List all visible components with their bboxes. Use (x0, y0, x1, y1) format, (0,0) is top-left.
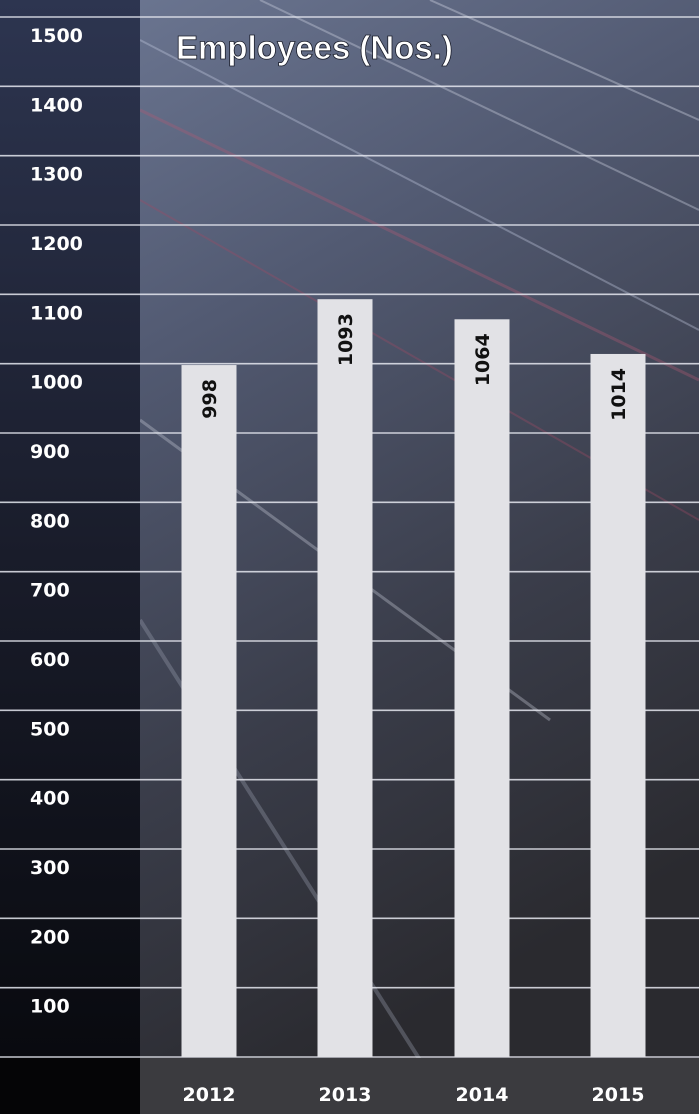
y-tick-label: 600 (30, 649, 70, 671)
bar-2012 (181, 365, 237, 1057)
y-tick-label: 300 (30, 857, 70, 879)
y-tick-label: 400 (30, 788, 70, 810)
x-tick-label: 2014 (456, 1084, 509, 1106)
y-tick-label: 1100 (30, 302, 83, 324)
value-labels: 998 1093 1064 1014 (199, 313, 630, 421)
bar-2014 (454, 319, 510, 1057)
y-tick-label: 900 (30, 441, 70, 463)
bar-2013 (317, 299, 373, 1058)
value-label-2013: 1093 (335, 313, 357, 366)
y-tick-label: 1400 (30, 94, 83, 116)
y-tick-label: 200 (30, 926, 70, 948)
y-tick-label: 1000 (30, 372, 83, 394)
x-tick-labels: 2012 2013 2014 2015 (183, 1084, 645, 1106)
value-label-2012: 998 (199, 379, 221, 419)
y-tick-label: 1300 (30, 164, 83, 186)
y-tick-label: 1500 (30, 25, 83, 47)
x-tick-label: 2015 (592, 1084, 645, 1106)
bar-2015 (590, 353, 646, 1058)
bars-group (181, 299, 646, 1058)
y-tick-label: 1200 (30, 233, 83, 255)
y-axis-strip (0, 0, 140, 1114)
x-tick-label: 2013 (319, 1084, 372, 1106)
value-label-2014: 1064 (472, 333, 494, 386)
value-label-2015: 1014 (608, 368, 630, 421)
y-tick-label: 700 (30, 580, 70, 602)
chart-title: Employees (Nos.) (176, 29, 453, 66)
y-tick-label: 500 (30, 718, 70, 740)
y-tick-label: 800 (30, 510, 70, 532)
x-axis-band-left (0, 1058, 140, 1114)
y-tick-labels: 100 200 300 400 500 600 700 800 900 1000 1100 1200 1… (30, 25, 83, 1018)
y-tick-label: 100 (30, 996, 70, 1018)
x-tick-label: 2012 (183, 1084, 236, 1106)
x-axis-band (140, 1058, 699, 1114)
